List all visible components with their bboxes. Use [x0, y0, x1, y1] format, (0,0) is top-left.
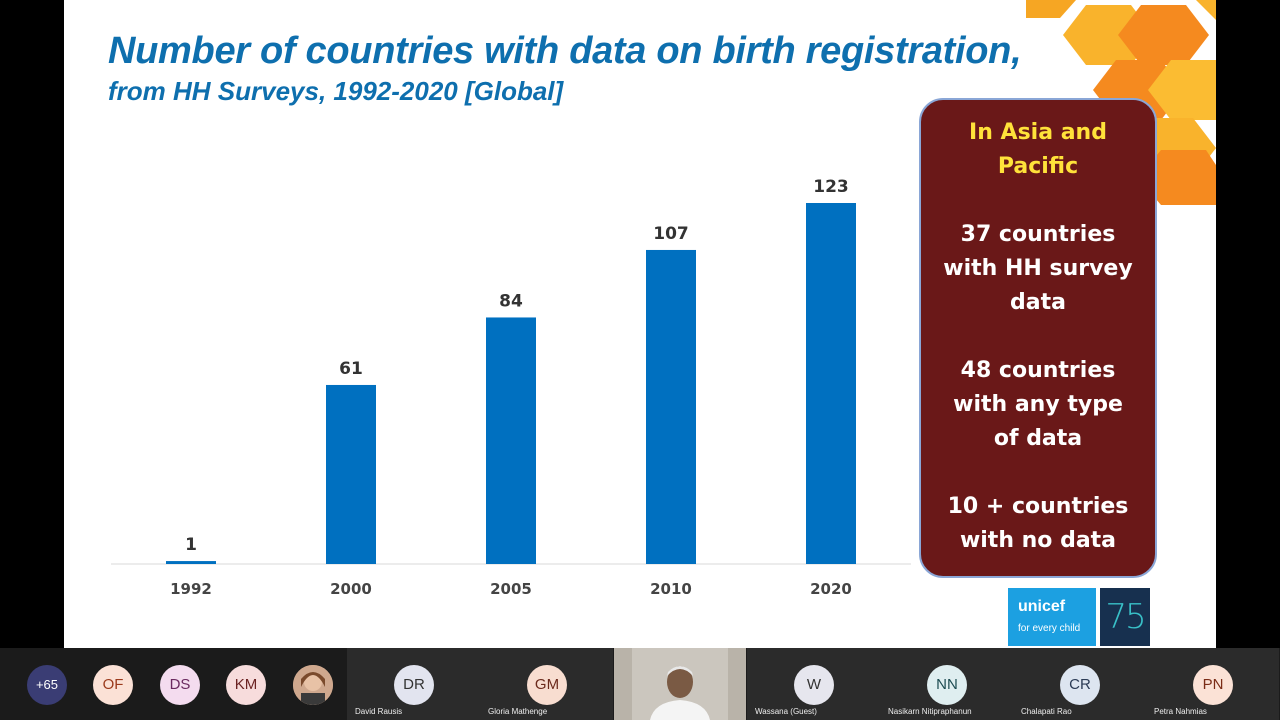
slide-subtitle: from HH Surveys, 1992-2020 [Global]: [108, 76, 564, 106]
presentation-slide: Number of countries with data on birth r…: [64, 0, 1216, 648]
hexagon-decoration: [1026, 0, 1216, 205]
info-box-item: 48 countries with any type of data: [953, 358, 1123, 451]
x-tick-label-2000: 2000: [330, 580, 372, 598]
participant-name: Petra Nahmias: [1154, 707, 1207, 716]
unicef-logo: unicef for every child: [1008, 588, 1096, 646]
data-label-2010: 107: [653, 224, 689, 244]
x-tick-label-1992: 1992: [170, 580, 212, 598]
participant-avatar: PN: [1193, 665, 1233, 705]
participant-tile[interactable]: PN Petra Nahmias: [1146, 648, 1279, 720]
data-label-2000: 61: [339, 359, 363, 379]
participant-avatar: GM: [527, 665, 567, 705]
participant-avatar[interactable]: DS: [160, 665, 200, 705]
bar-chart: 1 1992 61 2000 84 2005 107 2010 123 2020: [111, 177, 911, 598]
x-tick-label-2020: 2020: [810, 580, 852, 598]
participant-avatar: NN: [927, 665, 967, 705]
participant-photo-avatar[interactable]: [293, 665, 333, 705]
bar-2020: [806, 203, 856, 564]
data-label-2005: 84: [499, 291, 523, 311]
slide-title: Number of countries with data on birth r…: [108, 30, 1022, 72]
participant-name: Gloria Mathenge: [488, 707, 548, 716]
unicef-logo-name: unicef: [1018, 598, 1066, 615]
info-box-heading: In Asia and Pacific: [969, 120, 1107, 179]
data-label-2020: 123: [813, 177, 849, 197]
participant-tile[interactable]: NN Nasikarn Nitipraphanun: [880, 648, 1013, 720]
bar-1992: [166, 561, 216, 564]
anniversary-logo: 75: [1100, 588, 1150, 646]
info-box-item: 37 countries with HH survey data: [943, 222, 1133, 315]
bar-2000: [326, 384, 376, 564]
participant-avatar: W: [794, 665, 834, 705]
participant-name: Chalapati Rao: [1021, 707, 1072, 716]
x-tick-label-2005: 2005: [490, 580, 532, 598]
participant-avatar: CR: [1060, 665, 1100, 705]
unicef-logo-tagline: for every child: [1018, 623, 1081, 634]
participants-bar: +65 OF DS KM DR David Rausis GM Gloria M…: [0, 648, 1280, 720]
participant-name: Wassana (Guest): [755, 707, 817, 716]
asia-pacific-info-box: In Asia and Pacific 37 countries with HH…: [919, 98, 1157, 578]
participant-name: Nasikarn Nitipraphanun: [888, 707, 972, 716]
participant-name: David Rausis: [355, 707, 403, 716]
participant-avatar: DR: [394, 665, 434, 705]
participant-tile[interactable]: W Wassana (Guest): [747, 648, 880, 720]
data-label-1992: 1: [185, 535, 197, 555]
participant-tile[interactable]: CR Chalapati Rao: [1013, 648, 1146, 720]
bar-2005: [486, 317, 536, 564]
participant-avatar[interactable]: KM: [226, 665, 266, 705]
participant-tile[interactable]: GM Gloria Mathenge: [480, 648, 613, 720]
info-box-item: 10 + countries with no data: [947, 494, 1129, 553]
participant-avatar[interactable]: OF: [93, 665, 133, 705]
participant-tile[interactable]: DR David Rausis: [347, 648, 480, 720]
x-tick-label-2010: 2010: [650, 580, 692, 598]
bar-2010: [646, 249, 696, 564]
more-participants-button[interactable]: +65: [27, 665, 67, 705]
participant-video-tile[interactable]: [614, 648, 746, 720]
